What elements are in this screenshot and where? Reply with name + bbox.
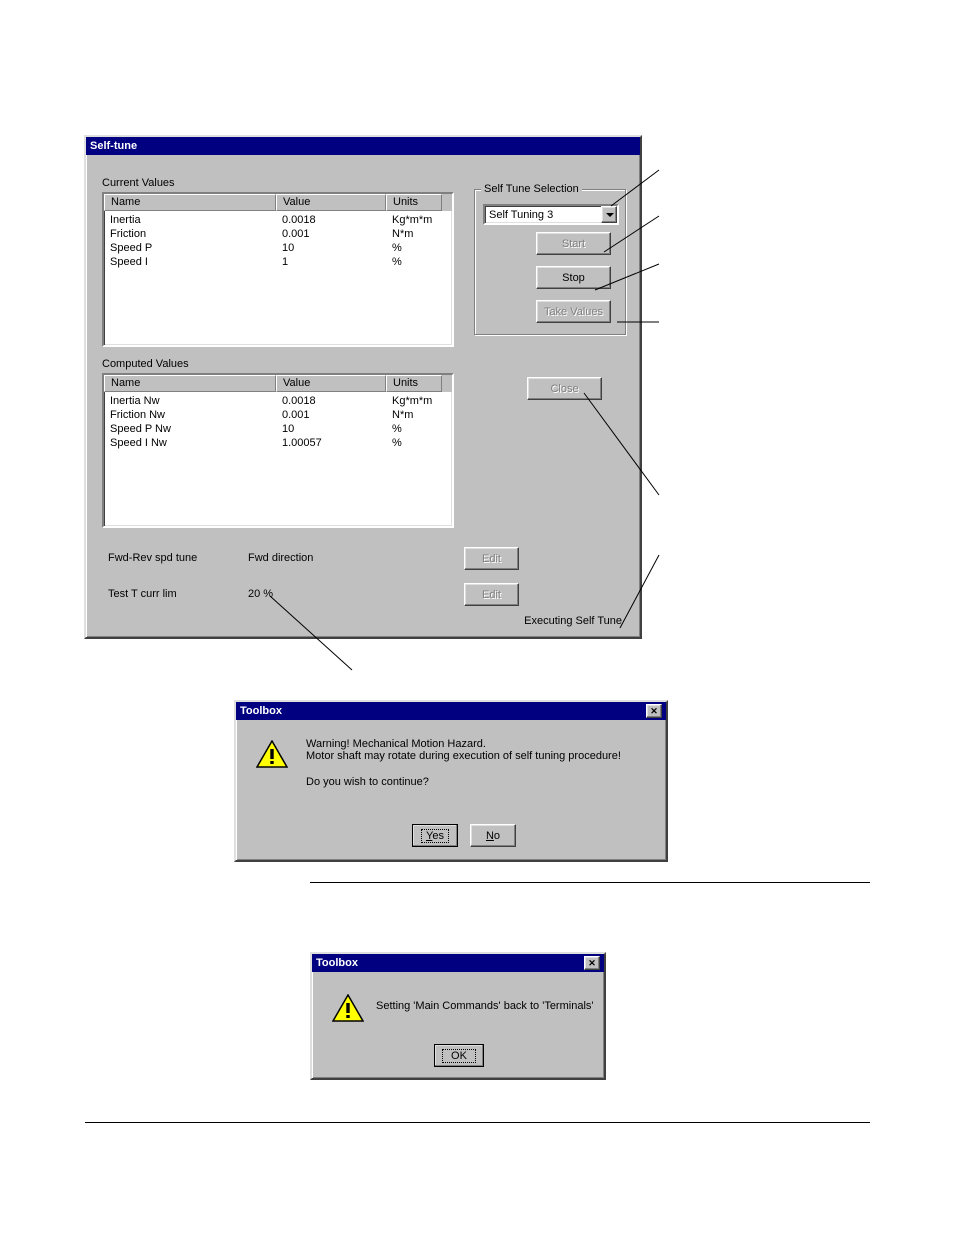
fwd-rev-value: Fwd direction <box>248 552 313 564</box>
table-row[interactable]: Speed I Nw 1.00057 % <box>104 436 452 450</box>
warning-line: Warning! Mechanical Motion Hazard. <box>306 738 656 750</box>
current-values-label: Current Values <box>102 177 175 189</box>
window-title: Toolbox <box>240 705 282 717</box>
button-label: Stop <box>562 272 585 284</box>
button-label: OK <box>442 1049 476 1063</box>
current-values-list: Name Value Units Inertia 0.0018 Kg*m*m F… <box>102 192 454 347</box>
titlebar: Toolbox ✕ <box>236 702 666 720</box>
button-label: Close <box>550 383 578 395</box>
col-name[interactable]: Name <box>104 375 276 392</box>
cell-name: Inertia Nw <box>104 394 276 408</box>
stop-button[interactable]: Stop <box>536 266 611 289</box>
col-value[interactable]: Value <box>276 194 386 211</box>
titlebar: Toolbox ✕ <box>312 954 604 972</box>
window-title: Self-tune <box>90 140 137 152</box>
no-button[interactable]: No <box>470 824 516 847</box>
button-label: No <box>486 830 500 842</box>
yes-button[interactable]: Yes <box>412 824 458 847</box>
computed-values-list: Name Value Units Inertia Nw 0.0018 Kg*m*… <box>102 373 454 528</box>
computed-values-label: Computed Values <box>102 358 189 370</box>
col-name[interactable]: Name <box>104 194 276 211</box>
chevron-down-icon[interactable] <box>601 206 617 223</box>
cell-value: 1 <box>276 255 386 269</box>
close-icon[interactable]: ✕ <box>584 956 600 970</box>
group-legend: Self Tune Selection <box>481 183 582 195</box>
window-title: Toolbox <box>316 957 358 969</box>
fwd-rev-label: Fwd-Rev spd tune <box>108 552 197 564</box>
warning-line: Do you wish to continue? <box>306 776 656 788</box>
button-label: Take Values <box>544 306 603 318</box>
close-icon[interactable]: ✕ <box>646 704 662 718</box>
test-t-value: 20 % <box>248 588 273 600</box>
table-row[interactable]: Friction 0.001 N*m <box>104 227 452 241</box>
col-value[interactable]: Value <box>276 375 386 392</box>
self-tune-selection-group: Self Tune Selection Self Tuning 3 Start … <box>474 189 626 335</box>
list-header: Name Value Units <box>104 194 452 211</box>
status-text: Executing Self Tune <box>524 615 622 627</box>
divider <box>85 1122 870 1123</box>
col-units[interactable]: Units <box>386 375 442 392</box>
cell-value: 0.001 <box>276 227 386 241</box>
warning-icon <box>332 994 364 1022</box>
edit-button-1[interactable]: Edit <box>464 547 519 570</box>
button-label: Edit <box>482 553 501 565</box>
cell-units: % <box>386 255 442 269</box>
cell-name: Speed I <box>104 255 276 269</box>
cell-units: % <box>386 241 442 255</box>
col-units[interactable]: Units <box>386 194 442 211</box>
table-row[interactable]: Inertia 0.0018 Kg*m*m <box>104 213 452 227</box>
info-message: Setting 'Main Commands' back to 'Termina… <box>376 1000 594 1012</box>
button-label: Start <box>562 238 585 250</box>
cell-units: % <box>386 436 442 450</box>
cell-value: 10 <box>276 241 386 255</box>
cell-value: 0.0018 <box>276 394 386 408</box>
warning-text: Warning! Mechanical Motion Hazard. Motor… <box>306 738 656 788</box>
button-label: Yes <box>421 829 449 843</box>
list-body: Inertia Nw 0.0018 Kg*m*m Friction Nw 0.0… <box>104 392 452 452</box>
table-row[interactable]: Speed P 10 % <box>104 241 452 255</box>
cell-name: Friction <box>104 227 276 241</box>
cell-value: 0.0018 <box>276 213 386 227</box>
ok-button[interactable]: OK <box>434 1044 484 1067</box>
cell-name: Inertia <box>104 213 276 227</box>
cell-units: Kg*m*m <box>386 394 442 408</box>
warning-line: Motor shaft may rotate during execution … <box>306 750 656 762</box>
list-header: Name Value Units <box>104 375 452 392</box>
button-label: Edit <box>482 589 501 601</box>
cell-value: 1.00057 <box>276 436 386 450</box>
divider <box>310 882 870 883</box>
close-button[interactable]: Close <box>527 377 602 400</box>
cell-units: Kg*m*m <box>386 213 442 227</box>
warning-icon <box>256 740 288 768</box>
cell-units: N*m <box>386 227 442 241</box>
start-button[interactable]: Start <box>536 232 611 255</box>
test-t-label: Test T curr lim <box>108 588 177 600</box>
cell-name: Speed I Nw <box>104 436 276 450</box>
cell-units: N*m <box>386 408 442 422</box>
table-row[interactable]: Speed I 1 % <box>104 255 452 269</box>
cell-name: Speed P Nw <box>104 422 276 436</box>
selftune-window: Self-tune Current Values Name Value Unit… <box>84 135 642 639</box>
titlebar: Self-tune <box>86 137 640 155</box>
take-values-button[interactable]: Take Values <box>536 300 611 323</box>
combo-value: Self Tuning 3 <box>485 209 601 221</box>
cell-value: 10 <box>276 422 386 436</box>
info-dialog: Toolbox ✕ Setting 'Main Commands' back t… <box>310 952 606 1080</box>
cell-value: 0.001 <box>276 408 386 422</box>
table-row[interactable]: Friction Nw 0.001 N*m <box>104 408 452 422</box>
cell-name: Friction Nw <box>104 408 276 422</box>
cell-units: % <box>386 422 442 436</box>
table-row[interactable]: Speed P Nw 10 % <box>104 422 452 436</box>
warning-dialog: Toolbox ✕ Warning! Mechanical Motion Haz… <box>234 700 668 862</box>
cell-name: Speed P <box>104 241 276 255</box>
table-row[interactable]: Inertia Nw 0.0018 Kg*m*m <box>104 394 452 408</box>
edit-button-2[interactable]: Edit <box>464 583 519 606</box>
self-tune-combo[interactable]: Self Tuning 3 <box>483 204 619 225</box>
list-body: Inertia 0.0018 Kg*m*m Friction 0.001 N*m… <box>104 211 452 271</box>
